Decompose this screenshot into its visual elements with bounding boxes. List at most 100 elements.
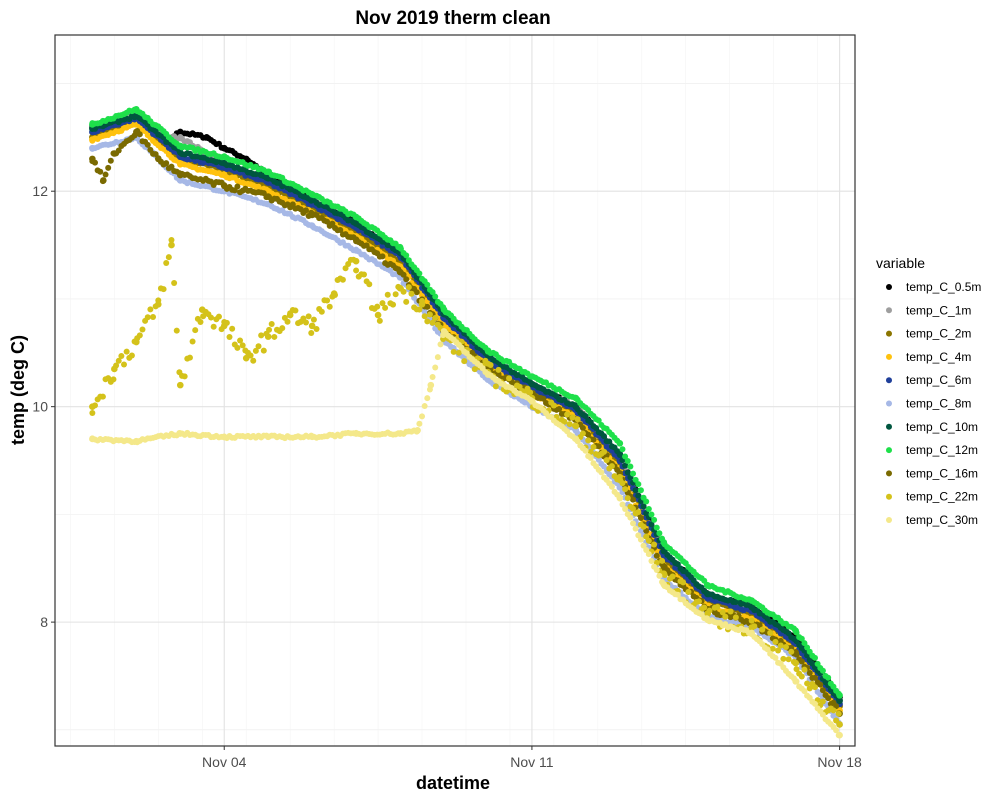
data-point bbox=[659, 535, 666, 542]
legend-key bbox=[886, 493, 892, 500]
data-point bbox=[651, 541, 658, 548]
data-point bbox=[171, 279, 178, 286]
data-point bbox=[653, 552, 660, 559]
data-point bbox=[506, 375, 513, 382]
data-point bbox=[659, 557, 666, 564]
data-point bbox=[326, 303, 333, 310]
data-point bbox=[419, 297, 426, 304]
data-point bbox=[767, 629, 774, 636]
data-point bbox=[353, 267, 360, 274]
data-point bbox=[237, 337, 244, 344]
data-point bbox=[550, 402, 557, 409]
legend-label: temp_C_6m bbox=[906, 373, 971, 387]
data-point bbox=[788, 648, 795, 655]
data-point bbox=[656, 530, 663, 537]
data-point bbox=[234, 183, 241, 190]
data-point bbox=[105, 164, 112, 171]
data-point bbox=[782, 644, 789, 651]
data-point bbox=[572, 402, 578, 409]
data-point bbox=[569, 414, 576, 421]
data-point bbox=[424, 395, 431, 402]
data-point bbox=[561, 418, 568, 425]
legend-item-temp_C_30m: temp_C_30m bbox=[886, 513, 978, 527]
data-point bbox=[630, 505, 637, 512]
data-point bbox=[252, 347, 259, 354]
legend-key bbox=[886, 423, 892, 430]
data-point bbox=[635, 509, 642, 516]
y-tick-label: 8 bbox=[40, 614, 48, 630]
legend-key bbox=[886, 284, 892, 290]
data-point bbox=[630, 470, 637, 477]
data-point bbox=[218, 326, 225, 333]
data-point bbox=[432, 364, 439, 371]
data-point bbox=[579, 430, 586, 437]
data-point bbox=[92, 402, 98, 409]
data-point bbox=[806, 685, 813, 692]
data-point bbox=[147, 306, 154, 313]
data-point bbox=[622, 486, 629, 493]
data-point bbox=[616, 494, 623, 501]
data-point bbox=[165, 254, 172, 261]
data-point bbox=[630, 520, 637, 527]
data-point bbox=[150, 314, 157, 321]
data-point bbox=[495, 366, 502, 373]
data-point bbox=[585, 431, 592, 438]
data-point bbox=[400, 288, 407, 295]
data-point bbox=[527, 389, 534, 396]
data-point bbox=[92, 159, 98, 166]
data-point bbox=[622, 462, 629, 469]
data-point bbox=[817, 681, 824, 688]
data-point bbox=[200, 313, 207, 320]
data-point bbox=[413, 428, 420, 435]
data-point bbox=[669, 573, 676, 580]
data-point bbox=[719, 609, 726, 616]
data-point bbox=[595, 417, 602, 424]
data-point bbox=[793, 678, 800, 685]
data-point bbox=[643, 498, 650, 505]
series-temp_C_12m bbox=[89, 106, 843, 699]
data-point bbox=[833, 717, 840, 724]
legend-label: temp_C_22m bbox=[906, 490, 978, 504]
data-point bbox=[403, 252, 410, 259]
data-point bbox=[627, 514, 634, 521]
data-point bbox=[661, 571, 668, 578]
data-point bbox=[812, 674, 818, 681]
data-point bbox=[680, 579, 687, 586]
legend-item-temp_C_1m: temp_C_1m bbox=[886, 303, 971, 317]
data-point bbox=[632, 487, 639, 494]
data-point bbox=[585, 437, 592, 444]
data-point bbox=[819, 687, 826, 694]
data-point bbox=[640, 542, 647, 549]
data-point bbox=[416, 270, 423, 277]
data-point bbox=[582, 412, 589, 419]
data-point bbox=[384, 291, 391, 298]
data-point bbox=[587, 454, 594, 461]
data-point bbox=[637, 536, 644, 543]
data-point bbox=[471, 366, 478, 373]
data-point bbox=[400, 271, 407, 278]
data-point bbox=[403, 298, 410, 305]
data-point bbox=[775, 647, 782, 654]
data-point bbox=[302, 319, 309, 326]
legend-item-temp_C_22m: temp_C_22m bbox=[886, 490, 978, 504]
data-point bbox=[798, 658, 805, 665]
data-point bbox=[601, 463, 608, 470]
data-point bbox=[163, 260, 170, 267]
data-point bbox=[622, 505, 629, 512]
data-point bbox=[622, 453, 629, 460]
data-point bbox=[123, 348, 130, 355]
data-point bbox=[416, 420, 423, 427]
data-point bbox=[313, 326, 320, 333]
plot-border bbox=[54, 34, 856, 747]
data-point bbox=[727, 608, 734, 615]
data-point bbox=[429, 374, 436, 381]
data-point bbox=[801, 688, 808, 695]
data-point bbox=[332, 292, 338, 299]
y-tick-label: 10 bbox=[32, 399, 48, 415]
data-point bbox=[223, 319, 230, 326]
data-point bbox=[764, 646, 771, 653]
data-point bbox=[392, 291, 399, 298]
data-point bbox=[777, 642, 784, 649]
legend-key bbox=[886, 353, 892, 360]
